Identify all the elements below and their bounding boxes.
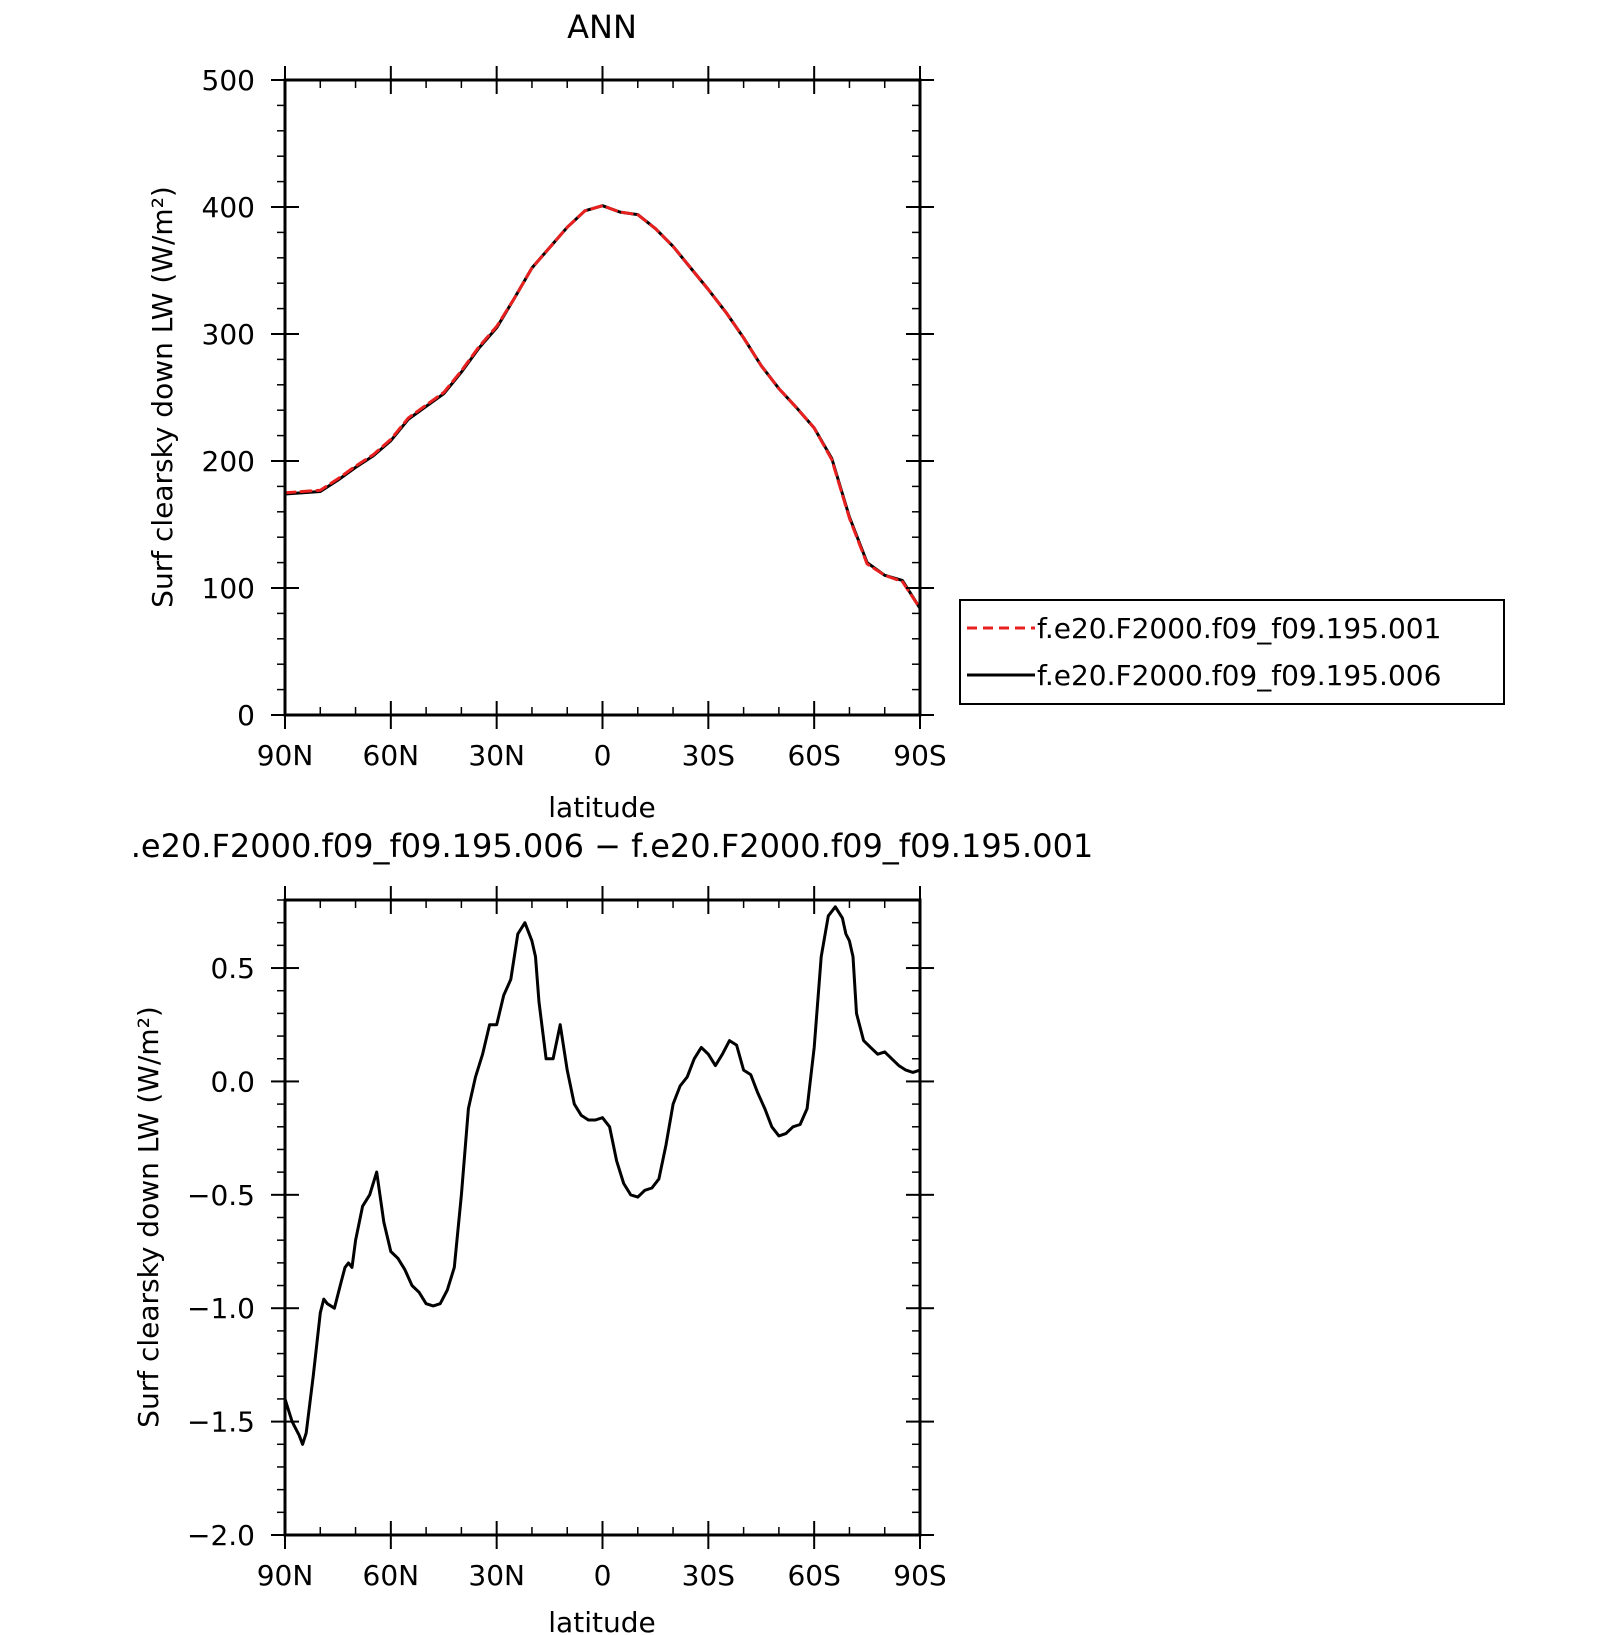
legend-label-series-2: f.e20.F2000.f09_f09.195.006 <box>1037 659 1441 692</box>
bottom-y-tick-label: −2.0 <box>187 1519 255 1552</box>
bottom-y-tick-label: 0.0 <box>210 1065 255 1098</box>
top-series-line-2 <box>283 204 922 610</box>
legend-box <box>959 599 1505 705</box>
top-y-tick-label: 500 <box>202 64 255 97</box>
top-x-tick-label: 90S <box>893 739 946 772</box>
top-x-tick-label: 0 <box>594 739 612 772</box>
top-series-group <box>283 204 922 610</box>
bottom-y-tick-label: 0.5 <box>210 952 255 985</box>
top-x-tick-label: 30S <box>682 739 735 772</box>
bottom-x-tick-label: 90S <box>893 1559 946 1592</box>
bottom-y-tick-label: −1.0 <box>187 1292 255 1325</box>
top-series-line-1 <box>283 204 922 610</box>
top-y-tick-label: 100 <box>202 572 255 605</box>
bottom-x-tick-label: 90N <box>257 1559 314 1592</box>
top-y-tick-label: 200 <box>202 445 255 478</box>
bottom-axes-group: 90N 60N 30N 0 30S 60S 90S −2.0 −1.5 −1.0 −0.5 0.0 0.… <box>187 886 947 1592</box>
top-y-tick-label: 0 <box>237 699 255 732</box>
bottom-title: .e20.F2000.f09_f09.195.006 − f.e20.F2000… <box>131 827 1094 865</box>
top-x-tick-label: 30N <box>468 739 525 772</box>
bottom-y-label: Surf clearsky down LW (W/m²) <box>132 1006 165 1428</box>
bottom-x-label: latitude <box>548 1606 655 1635</box>
top-x-tick-label: 60S <box>787 739 840 772</box>
bottom-panel: .e20.F2000.f09_f09.195.006 − f.e20.F2000… <box>131 827 1094 1635</box>
bottom-series-group <box>283 905 922 1446</box>
bottom-y-tick-label: −0.5 <box>187 1179 255 1212</box>
bottom-x-tick-label: 60N <box>363 1559 420 1592</box>
top-y-tick-label: 400 <box>202 191 255 224</box>
top-y-label: Surf clearsky down LW (W/m²) <box>146 186 179 608</box>
bottom-series-line-1 <box>283 905 922 1446</box>
legend-label-series-1: f.e20.F2000.f09_f09.195.001 <box>1037 612 1441 645</box>
top-title: ANN <box>567 8 637 46</box>
top-x-tick-label: 60N <box>363 739 420 772</box>
top-plot-frame <box>283 78 922 717</box>
bottom-plot-frame <box>283 898 922 1537</box>
top-y-tick-label: 300 <box>202 318 255 351</box>
bottom-x-tick-label: 60S <box>787 1559 840 1592</box>
bottom-x-tick-label: 30S <box>682 1559 735 1592</box>
top-x-tick-label: 90N <box>257 739 314 772</box>
top-panel: ANN 90N 60N 30N 0 30S 60S 90S0100200300400500 … <box>146 8 1505 824</box>
legend: f.e20.F2000.f09_f09.195.001 f.e20.F2000.… <box>959 599 1505 705</box>
bottom-y-tick-label: −1.5 <box>187 1406 255 1439</box>
bottom-x-tick-label: 30N <box>468 1559 525 1592</box>
top-axes-group: 90N 60N 30N 0 30S 60S 90S 0 100 200 300 400 500 <box>202 64 947 772</box>
top-x-label: latitude <box>548 791 655 824</box>
bottom-x-tick-label: 0 <box>594 1559 612 1592</box>
